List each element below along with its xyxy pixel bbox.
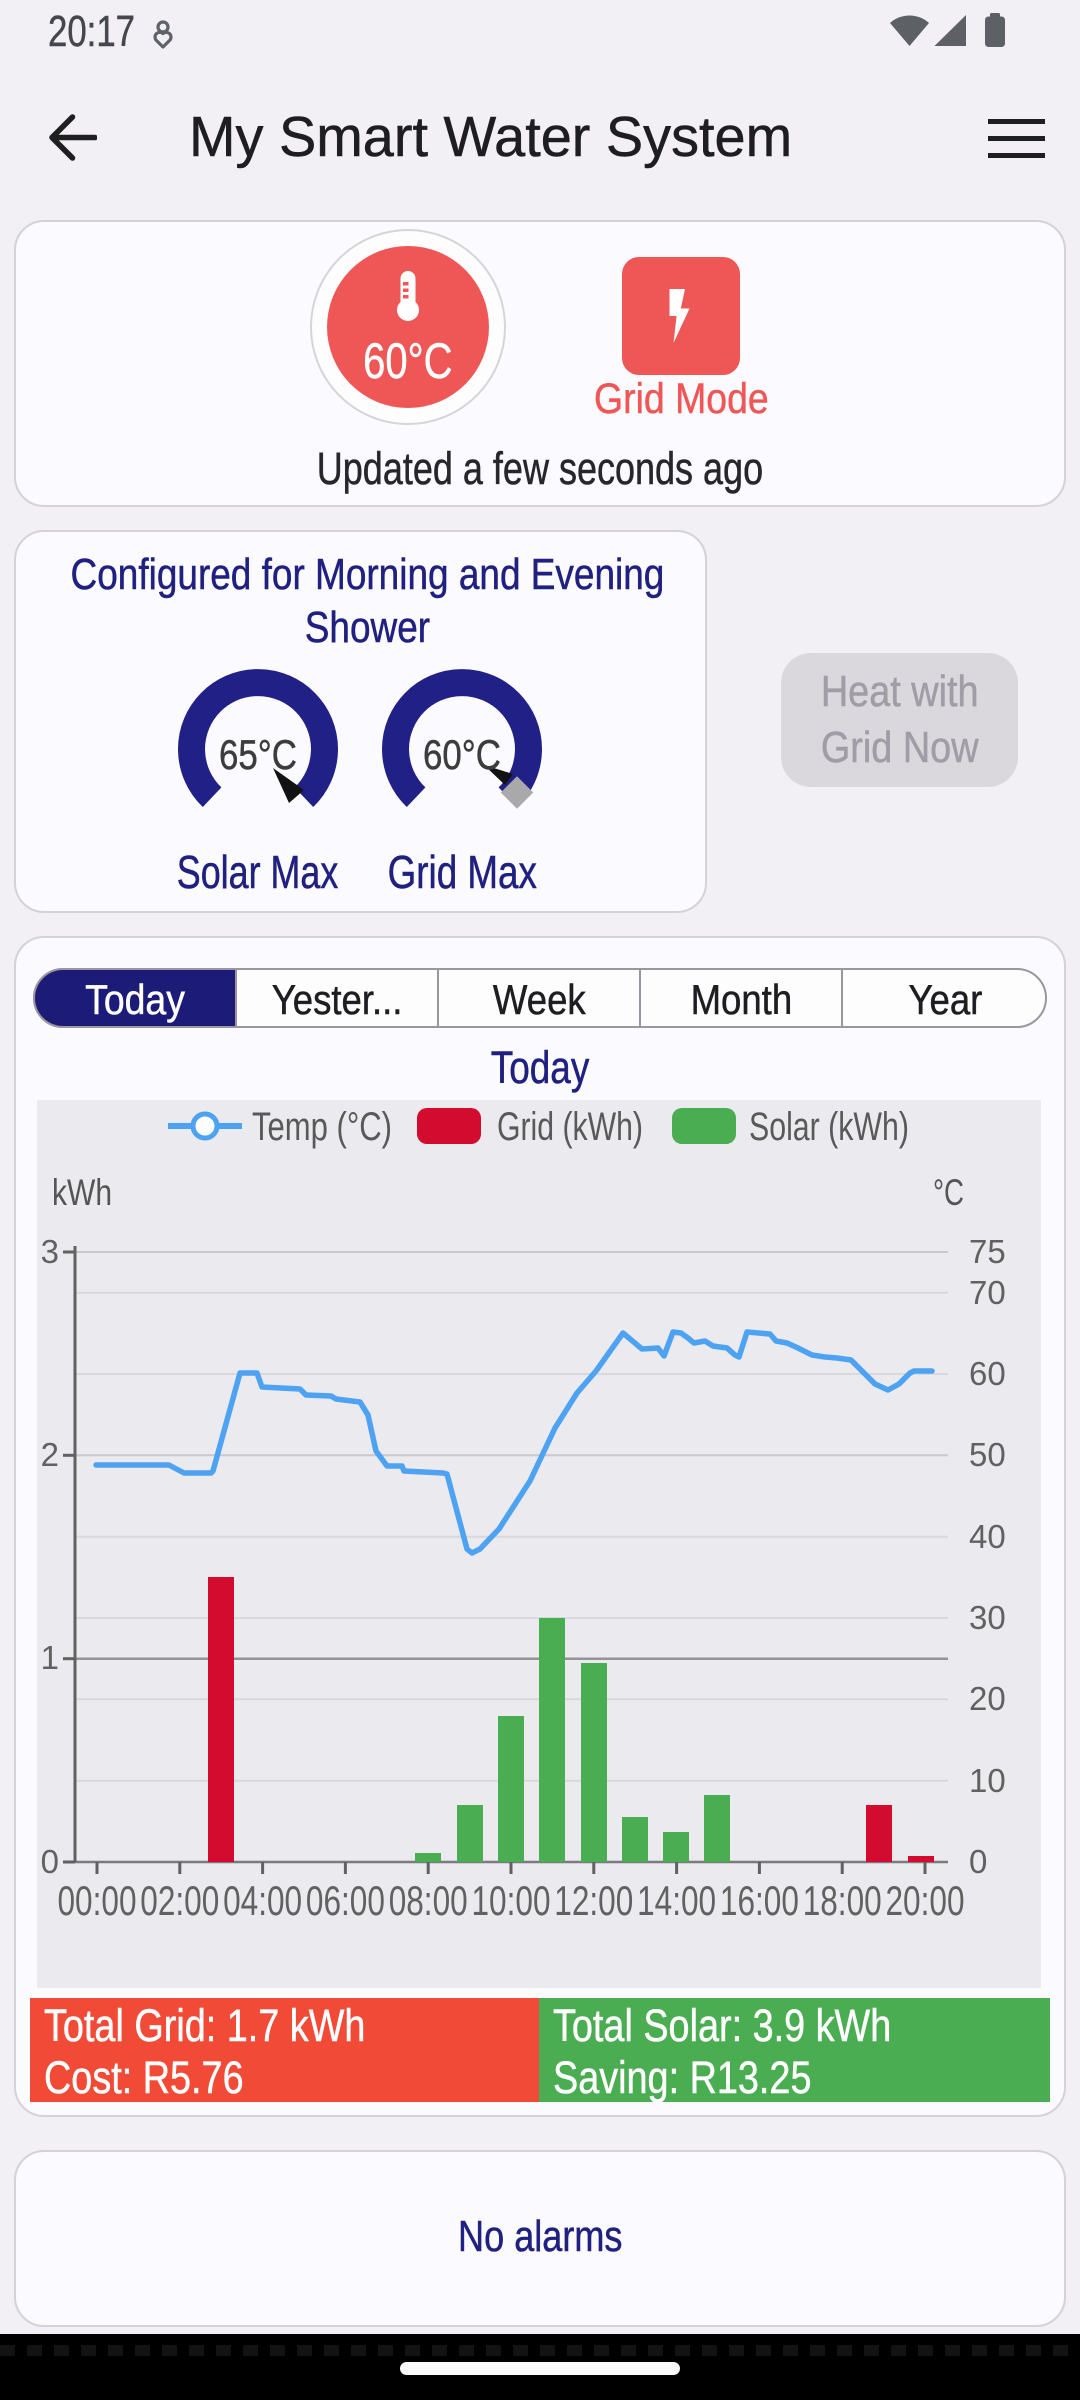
svg-text:12:00: 12:00 — [554, 1877, 633, 1924]
svg-text:60: 60 — [969, 1355, 1006, 1392]
svg-text:0: 0 — [41, 1843, 59, 1880]
svg-text:10: 10 — [969, 1762, 1006, 1799]
svg-text:0: 0 — [969, 1843, 987, 1880]
svg-text:02:00: 02:00 — [140, 1877, 219, 1924]
svg-text:30: 30 — [969, 1599, 1006, 1636]
svg-text:10:00: 10:00 — [472, 1877, 551, 1924]
svg-text:20: 20 — [969, 1680, 1006, 1717]
svg-text:50: 50 — [969, 1436, 1006, 1473]
svg-text:20:00: 20:00 — [886, 1877, 965, 1924]
svg-text:kWh: kWh — [52, 1172, 112, 1213]
svg-text:Solar (kWh): Solar (kWh) — [749, 1105, 909, 1149]
svg-text:70: 70 — [969, 1274, 1006, 1311]
svg-text:16:00: 16:00 — [720, 1877, 799, 1924]
svg-text:18:00: 18:00 — [803, 1877, 882, 1924]
svg-text:Grid (kWh): Grid (kWh) — [497, 1105, 643, 1149]
svg-text:1: 1 — [41, 1639, 59, 1676]
svg-text:00:00: 00:00 — [58, 1877, 137, 1924]
svg-text:14:00: 14:00 — [637, 1877, 716, 1924]
svg-text:40: 40 — [969, 1518, 1006, 1555]
svg-text:Temp (°C): Temp (°C) — [252, 1105, 392, 1149]
svg-text:3: 3 — [41, 1233, 59, 1270]
svg-text:04:00: 04:00 — [223, 1877, 302, 1924]
svg-text:08:00: 08:00 — [389, 1877, 468, 1924]
svg-text:06:00: 06:00 — [306, 1877, 385, 1924]
svg-text:°C: °C — [933, 1172, 964, 1213]
svg-text:2: 2 — [41, 1436, 59, 1473]
svg-text:75: 75 — [969, 1233, 1006, 1270]
